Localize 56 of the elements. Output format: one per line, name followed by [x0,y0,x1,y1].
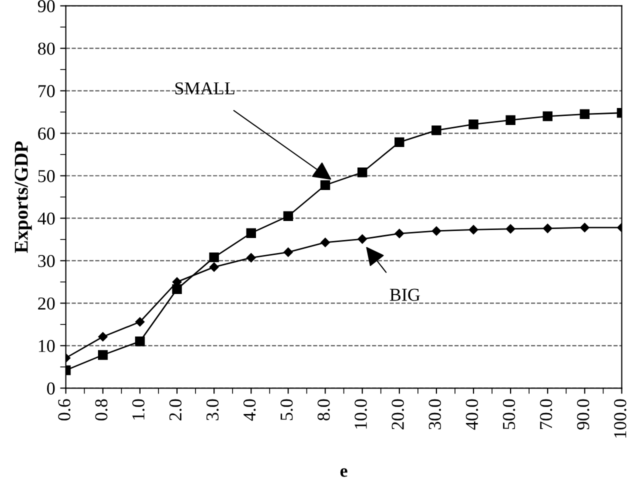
x-tick-label: 50.0 [502,399,516,430]
point [135,317,145,326]
point [506,115,516,125]
x-tick-label: 70.0 [540,399,552,429]
point [357,167,368,178]
point [320,180,330,190]
x-tick-label: 0.6 [58,399,70,420]
point [543,224,552,234]
point [358,234,367,244]
y-tick-label: 30 [38,254,55,268]
point [432,125,442,136]
x-tick-label: 20.0 [392,399,404,430]
point [135,336,145,346]
point [320,238,330,248]
point [284,248,293,257]
x-tick-label: 3.0 [206,399,219,420]
y-tick-label: 70 [38,85,55,98]
y-tick-label: 20 [38,297,55,310]
point [209,252,219,262]
point [432,226,442,236]
x-axis-title: e [340,468,348,477]
x-tick-label: 100.0 [614,399,626,438]
point [394,137,404,148]
y-tick-label: 90 [38,0,55,12]
point [580,109,590,120]
x-tick-label: 4.0 [243,399,256,421]
point [172,284,182,294]
point [468,119,478,130]
point [246,228,256,238]
point [542,111,552,122]
y-tick-label: 40 [38,212,55,225]
point [98,350,108,360]
x-tick-label: 2.0 [169,399,182,420]
x-tick-label: 0.8 [95,399,108,420]
point [98,332,108,342]
y-tick-label: 80 [38,42,55,55]
point [468,225,478,234]
point [394,228,404,238]
y-tick-label: 50 [38,170,55,182]
x-tick-label: 5.0 [280,399,293,420]
y-tick-label: 60 [38,128,55,140]
x-tick-label: 90.0 [577,399,590,430]
y-tick-label: 10 [38,340,55,352]
point [506,224,516,234]
x-tick-label: 40.0 [466,399,478,430]
legend-label: BIG [390,288,420,301]
point [580,222,590,232]
y-tick-label: 0 [47,382,55,395]
x-tick-label: 8.0 [318,399,330,420]
point [246,253,256,262]
x-tick-label: 10.0 [354,399,367,429]
point [209,262,219,272]
x-tick-label: 30.0 [428,399,442,430]
point [283,211,294,221]
y-axis-title: Exports/GDP [14,141,32,253]
x-tick-label: 1.0 [132,399,145,420]
